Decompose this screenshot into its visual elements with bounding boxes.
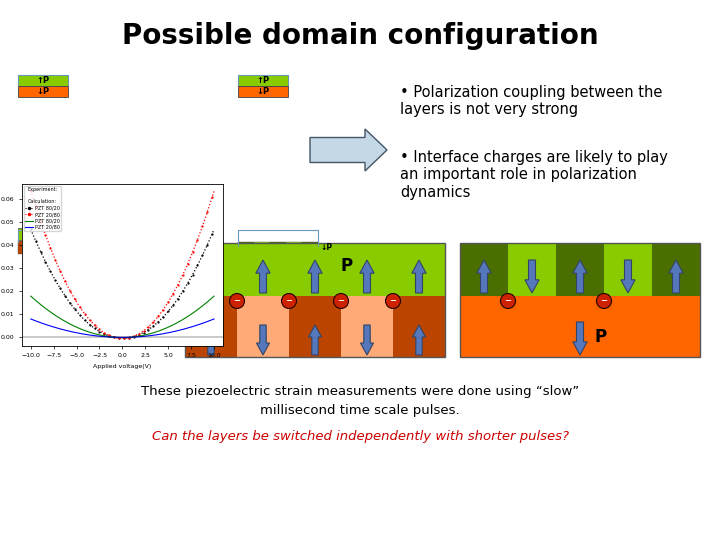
Text: ↑P: ↑P [37, 76, 50, 85]
FancyArrow shape [525, 260, 539, 293]
Text: These piezoelectric strain measurements were done using “slow”
millisecond time : These piezoelectric strain measurements … [141, 385, 579, 417]
FancyArrow shape [412, 260, 426, 293]
Text: • Interface charges are likely to play
an important role in polarization
dynamic: • Interface charges are likely to play a… [400, 150, 668, 200]
FancyArrow shape [573, 322, 587, 355]
Bar [393, 296, 445, 357]
FancyArrow shape [61, 246, 65, 253]
Bar [237, 296, 289, 357]
Text: P: P [595, 328, 607, 346]
FancyArrow shape [204, 325, 217, 355]
Circle shape [596, 294, 611, 308]
Bar [460, 243, 700, 357]
Bar [18, 86, 68, 97]
Bar [286, 242, 302, 254]
Bar [341, 296, 393, 357]
Bar [270, 242, 286, 254]
Bar [508, 243, 556, 296]
FancyArrow shape [308, 325, 322, 355]
FancyArrow shape [25, 246, 29, 253]
Legend: PZT 80/20, PZT 20/80, PZT 80/20, PZT 20/80: PZT 80/20, PZT 20/80, PZT 80/20, PZT 20/… [24, 186, 61, 231]
Bar [36, 241, 54, 254]
Circle shape [385, 294, 400, 308]
Circle shape [282, 294, 297, 308]
Bar [289, 296, 341, 357]
Bar [556, 243, 604, 296]
FancyArrow shape [97, 246, 101, 253]
FancyArrow shape [621, 260, 635, 293]
Text: −: − [390, 296, 397, 306]
Text: ↓P: ↓P [321, 244, 333, 253]
Text: −: − [505, 296, 511, 306]
Text: −: − [286, 296, 292, 306]
Bar [90, 241, 108, 254]
Bar [238, 242, 254, 254]
Bar [18, 241, 36, 254]
Bar [72, 241, 90, 254]
FancyArrow shape [310, 129, 387, 171]
FancyArrow shape [43, 246, 47, 253]
FancyArrow shape [477, 260, 491, 293]
Bar [18, 228, 108, 240]
Bar [460, 296, 700, 357]
Bar [185, 243, 445, 357]
Circle shape [333, 294, 348, 308]
Bar [185, 296, 237, 357]
Bar [238, 86, 288, 97]
FancyArrow shape [413, 325, 426, 355]
FancyArrow shape [256, 260, 270, 293]
Circle shape [230, 294, 245, 308]
Bar [238, 75, 288, 86]
Bar [185, 243, 445, 296]
FancyArrow shape [79, 246, 83, 253]
FancyArrow shape [669, 260, 683, 293]
Text: Possible domain configuration: Possible domain configuration [122, 22, 598, 50]
Bar [604, 243, 652, 296]
Bar [54, 241, 72, 254]
X-axis label: Applied voltage(V): Applied voltage(V) [94, 364, 151, 369]
Text: ↑P: ↑P [256, 76, 269, 85]
Text: −: − [338, 296, 344, 306]
Text: P: P [341, 257, 353, 275]
FancyArrow shape [573, 260, 587, 293]
Bar [18, 75, 68, 86]
Circle shape [500, 294, 516, 308]
FancyArrow shape [256, 325, 269, 355]
FancyArrow shape [308, 260, 322, 293]
Text: ↓P: ↓P [37, 87, 50, 96]
Text: ↑P: ↑P [57, 230, 69, 239]
Text: Can the layers be switched independently with shorter pulses?: Can the layers be switched independently… [151, 430, 569, 443]
Text: • Polarization coupling between the
layers is not very strong: • Polarization coupling between the laye… [400, 85, 662, 117]
Bar [652, 243, 700, 296]
Bar [302, 242, 318, 254]
Text: −: − [600, 296, 608, 306]
Bar [460, 243, 508, 296]
FancyArrow shape [204, 260, 218, 293]
Text: −: − [233, 296, 240, 306]
FancyArrow shape [361, 325, 374, 355]
FancyArrow shape [360, 260, 374, 293]
Text: ↓P: ↓P [256, 87, 269, 96]
Bar [254, 242, 270, 254]
